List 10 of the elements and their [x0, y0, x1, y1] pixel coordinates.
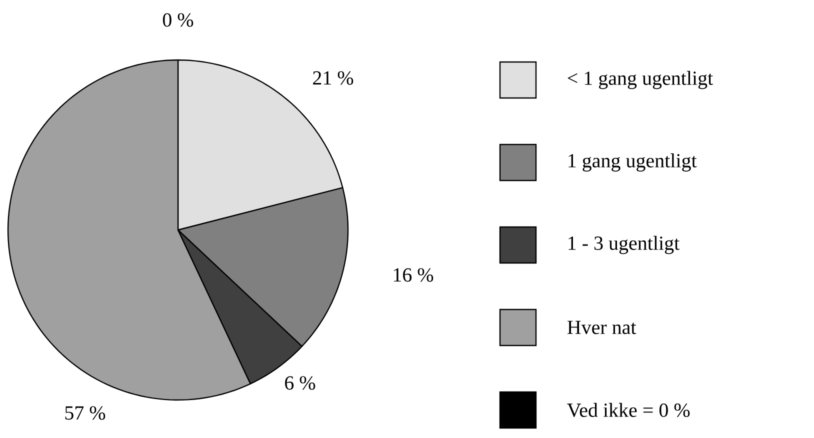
data-label: 6 % [285, 376, 316, 390]
text: 0 % [162, 13, 194, 27]
legend-label: < 1 gang ugentligt [568, 70, 714, 90]
legend-label: 1 - 3 ugentligt [568, 236, 680, 254]
data-label: 21 % [313, 71, 354, 85]
data-label: 16 % [394, 268, 434, 282]
legend-label: Ved ikke = 0 % [567, 402, 690, 418]
legend-label: Hver nat [567, 320, 636, 334]
legend-label: 1 gang ugentligt [568, 153, 697, 172]
data-label: 57 % [65, 406, 106, 420]
